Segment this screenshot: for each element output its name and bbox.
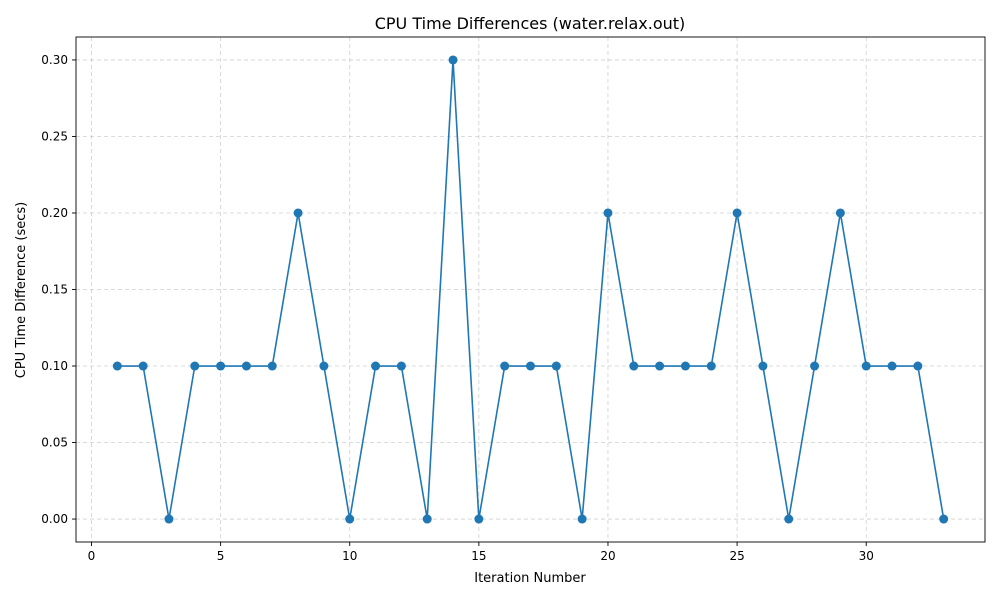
data-point (319, 361, 329, 371)
y-tick-label: 0.00 (41, 512, 68, 526)
data-point (784, 514, 794, 524)
x-tick-label: 15 (471, 549, 486, 563)
data-point (500, 361, 510, 371)
data-point (758, 361, 768, 371)
x-tick-label: 30 (859, 549, 874, 563)
y-tick-label: 0.10 (41, 359, 68, 373)
data-point (345, 514, 355, 524)
y-tick-label: 0.25 (41, 129, 68, 143)
data-point (164, 514, 174, 524)
data-point (835, 208, 845, 218)
y-axis-label: CPU Time Difference (secs) (14, 202, 29, 379)
data-point (138, 361, 148, 371)
data-point (680, 361, 690, 371)
data-point (810, 361, 820, 371)
data-point (371, 361, 381, 371)
y-tick-label: 0.05 (41, 436, 68, 450)
data-point (939, 514, 949, 524)
data-point (293, 208, 303, 218)
data-point (112, 361, 122, 371)
data-point (267, 361, 277, 371)
x-tick-label: 25 (729, 549, 744, 563)
y-tick-label: 0.30 (41, 53, 68, 67)
data-point (655, 361, 665, 371)
data-point (526, 361, 535, 371)
data-point (448, 55, 458, 65)
data-point (861, 361, 871, 371)
ticks: 0 5 10 15 20 25 30 0.00 0.05 0.10 0.15 0.20 0.25 0.30 (41, 53, 874, 563)
x-tick-label: 20 (600, 549, 615, 563)
data-point (629, 361, 639, 371)
data-point (577, 514, 587, 524)
data-point (396, 361, 406, 371)
data-point (241, 361, 251, 371)
data-point (887, 361, 897, 371)
data-point (190, 361, 200, 371)
data-point (732, 208, 742, 218)
y-tick-label: 0.15 (41, 283, 68, 297)
data-point (422, 514, 432, 524)
data-point (913, 361, 923, 371)
data-point (216, 361, 226, 371)
chart-title: CPU Time Differences (water.relax.out) (375, 14, 686, 33)
series-layer (112, 55, 949, 524)
y-tick-label: 0.20 (41, 206, 68, 220)
data-point (706, 361, 716, 371)
x-tick-label: 10 (342, 549, 357, 563)
data-point (551, 361, 561, 371)
x-tick-label: 0 (88, 549, 96, 563)
data-point (474, 514, 484, 524)
data-point (603, 208, 613, 218)
grid-lines (76, 37, 985, 542)
x-axis-label: Iteration Number (474, 571, 586, 586)
x-tick-label: 5 (217, 549, 225, 563)
